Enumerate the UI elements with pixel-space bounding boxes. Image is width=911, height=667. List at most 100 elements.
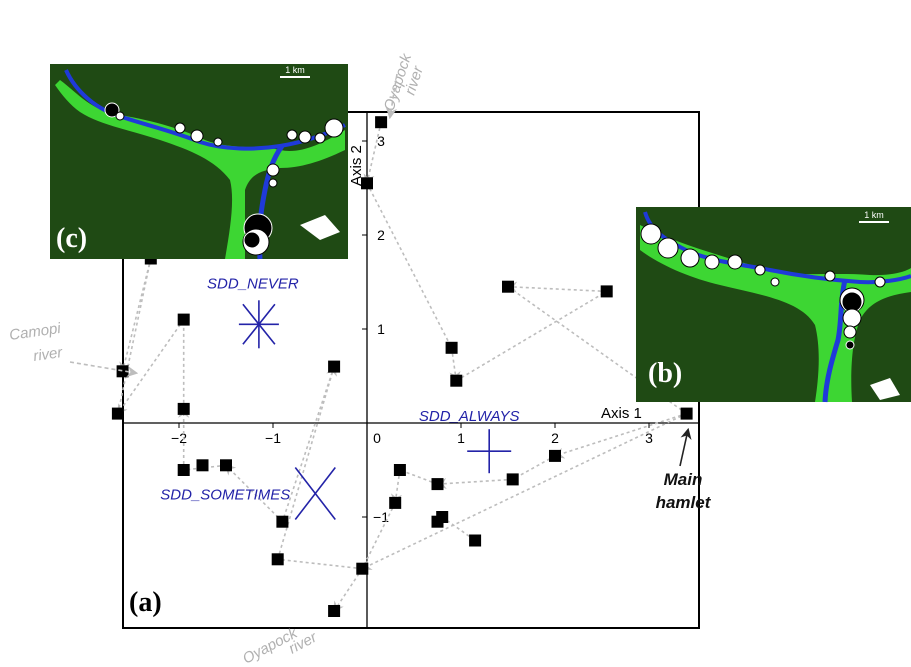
map-c-circle	[213, 137, 223, 147]
trajectory-group	[116, 122, 688, 613]
data-point	[177, 402, 190, 415]
map-c-patch	[300, 215, 340, 240]
main-hamlet-label-line1: Main	[664, 470, 703, 489]
data-point	[196, 459, 209, 472]
camopi-label-line1: Camopi	[8, 320, 62, 344]
map-b-circle	[824, 270, 836, 282]
main-hamlet-arrow	[679, 427, 692, 467]
centroid-label: SDD_SOMETIMES	[160, 487, 290, 504]
centroid-group: SDD_NEVER SDD_ALWAYS SDD_SOMETIMES	[160, 275, 520, 520]
x-tick-group: −2 −1 0 1 2 3	[171, 423, 653, 446]
trajectory-segment	[277, 558, 363, 570]
y-tick-label: 2	[377, 227, 385, 243]
map-c-circle	[298, 130, 312, 144]
data-point	[375, 116, 388, 129]
map-b-circle	[657, 237, 679, 259]
trajectory-segment	[363, 122, 382, 186]
data-point	[445, 341, 458, 354]
trajectory-segment	[224, 463, 283, 523]
map-inset-b: 1 km (b)	[636, 207, 911, 403]
map-c-circle	[104, 102, 120, 118]
map-c-circle	[115, 111, 125, 121]
map-b-circle	[704, 254, 720, 270]
trajectory-segment	[435, 477, 513, 490]
y-tick-label: −1	[373, 509, 389, 525]
map-b-patch	[870, 378, 900, 400]
data-point	[450, 374, 463, 387]
panel-c-label: (c)	[56, 223, 87, 254]
map-c-river-main	[64, 69, 346, 151]
map-b-circle	[874, 276, 886, 288]
data-point	[469, 534, 482, 547]
data-point	[389, 496, 402, 509]
map-c-circle	[286, 129, 298, 141]
data-point	[549, 449, 561, 462]
data-point	[600, 285, 613, 298]
map-c-circle	[174, 122, 186, 134]
data-point	[680, 407, 693, 420]
trajectory-segment	[119, 258, 152, 374]
data-point	[116, 365, 129, 378]
map-c-clearing	[55, 80, 345, 259]
data-point	[328, 360, 341, 373]
centroid-glyph	[242, 303, 276, 345]
data-point	[177, 464, 190, 476]
data-point	[361, 177, 373, 190]
panel-b-label: (b)	[648, 358, 682, 389]
map-inset-c: 1 km (c)	[50, 64, 348, 260]
map-c-circle	[266, 163, 280, 177]
trajectory-segment	[332, 568, 363, 613]
trajectory-segment	[366, 182, 453, 349]
data-point	[356, 562, 369, 575]
map-b-circle	[727, 254, 743, 270]
oyapock-top-arrow	[385, 73, 398, 120]
x-tick-label: 0	[373, 430, 381, 446]
data-point	[177, 313, 190, 326]
map-b-circle	[770, 277, 780, 287]
y-tick-label: 1	[377, 321, 385, 337]
point-group	[111, 116, 693, 617]
map-b-circle	[640, 223, 662, 245]
x-axis-label: Axis 1	[601, 405, 642, 422]
trajectory-segment	[183, 464, 227, 471]
map-c-circle	[190, 129, 204, 143]
map-b-circle	[845, 340, 855, 350]
trajectory-segment	[117, 258, 152, 414]
map-c-scale-label: 1 km	[285, 65, 305, 75]
data-point	[220, 459, 232, 472]
x-tick-label: 3	[645, 430, 653, 446]
data-point	[276, 515, 289, 528]
map-c-circle	[243, 231, 261, 249]
centroid-label: SDD_NEVER	[207, 275, 299, 292]
trajectory-segment	[361, 502, 396, 570]
y-tick-label: 3	[377, 133, 385, 149]
trajectory-segment	[552, 412, 687, 459]
trajectory-segment	[455, 290, 608, 382]
data-point	[271, 553, 284, 566]
data-point	[506, 473, 519, 486]
map-b-circle	[754, 264, 766, 276]
data-point	[393, 464, 406, 476]
trajectory-segment	[512, 455, 556, 481]
map-c-circle	[314, 132, 326, 144]
data-point	[436, 511, 449, 523]
data-point	[111, 407, 124, 420]
map-b-circle	[843, 325, 857, 339]
map-c-circle	[324, 118, 344, 138]
x-tick-label: −2	[171, 430, 187, 446]
map-b-circle	[680, 248, 700, 268]
trajectory-segment	[505, 281, 607, 293]
camopi-label-line2: river	[32, 344, 64, 365]
y-tick-group: −1 1 2 3	[362, 133, 389, 525]
centroid-label: SDD_ALWAYS	[419, 408, 520, 425]
map-c-circle	[268, 178, 278, 188]
x-tick-label: −1	[265, 430, 281, 446]
map-b-scale-label: 1 km	[864, 210, 884, 220]
x-tick-label: 1	[457, 430, 465, 446]
map-b-circle	[842, 308, 862, 328]
main-hamlet-label-line2: hamlet	[656, 493, 712, 512]
panel-a-label: (a)	[129, 587, 162, 618]
trajectory-segment	[116, 319, 185, 416]
data-point	[328, 605, 341, 617]
